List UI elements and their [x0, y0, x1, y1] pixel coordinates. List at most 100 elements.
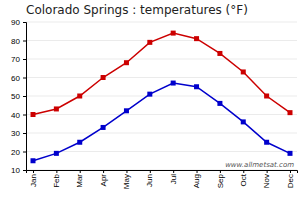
y-tick-label: 70	[11, 55, 20, 64]
x-tick-mark	[56, 170, 57, 173]
y-tick-mark	[23, 133, 26, 134]
x-tick: Jan	[29, 170, 38, 187]
y-tick: 30	[11, 129, 26, 138]
x-tick-mark	[290, 170, 291, 173]
x-tick-label: Oct	[239, 173, 248, 186]
marker	[264, 140, 269, 145]
y-tick-mark	[23, 41, 26, 42]
x-axis-line	[27, 171, 298, 174]
marker	[77, 94, 82, 99]
x-tick-mark	[33, 170, 34, 173]
y-tick: 40	[11, 111, 26, 120]
x-tick: Jul	[169, 170, 178, 184]
grid-line	[26, 40, 297, 41]
marker	[287, 151, 292, 156]
grid-line	[26, 114, 297, 115]
grid-line	[26, 59, 297, 60]
marker	[31, 158, 36, 163]
x-tick-label: Nov	[262, 174, 271, 188]
x-tick: Mar	[75, 170, 84, 188]
y-tick-label: 10	[11, 166, 20, 175]
y-tick-mark	[23, 96, 26, 97]
y-tick-mark	[23, 78, 26, 79]
marker	[101, 125, 106, 130]
x-tick-mark	[267, 170, 268, 173]
markers	[31, 81, 293, 164]
x-tick-label: Apr	[99, 174, 108, 187]
marker	[171, 31, 176, 36]
marker	[287, 110, 292, 115]
marker	[31, 112, 36, 117]
y-tick: 60	[11, 74, 26, 83]
y-tick: 50	[11, 92, 26, 101]
x-tick-label: Sep	[216, 173, 225, 188]
y-tick-label: 40	[11, 111, 20, 120]
x-tick-mark	[80, 170, 81, 173]
x-axis: Jan Feb Mar Apr May Jun Jul Aug Sep Oct Nov Dec	[27, 170, 298, 189]
grid-line	[26, 22, 297, 23]
y-tick: 10	[11, 166, 26, 175]
grid	[26, 22, 297, 170]
marker	[264, 94, 269, 99]
marker	[54, 151, 59, 156]
chart: 10 20 30 40 50 60 70 80 90 Jan Feb Mar Apr May Jun Jul A…	[0, 0, 305, 200]
marker	[217, 51, 222, 56]
marker	[194, 84, 199, 89]
plot: 10 20 30 40 50 60 70 80 90 Jan Feb Mar Apr May Jun Jul A…	[11, 18, 297, 189]
x-tick-mark	[197, 170, 198, 173]
grid-line	[26, 151, 297, 152]
x-tick-mark	[173, 170, 174, 173]
marker	[101, 75, 106, 80]
x-tick-mark	[220, 170, 221, 173]
x-tick: Dec	[286, 170, 295, 188]
marker	[241, 69, 246, 74]
y-tick-label: 90	[11, 18, 20, 27]
y-tick: 90	[11, 18, 26, 27]
x-tick-label: Feb	[52, 173, 61, 187]
y-axis: 10 20 30 40 50 60 70 80 90	[11, 18, 26, 175]
grid-line	[26, 96, 297, 97]
marker	[124, 60, 129, 65]
marker	[147, 40, 152, 45]
marker	[124, 108, 129, 113]
grid-line	[26, 77, 297, 78]
y-tick-mark	[23, 115, 26, 116]
title: Colorado Springs : temperatures (°F)	[26, 3, 248, 17]
y-tick-mark	[23, 59, 26, 60]
y-tick: 80	[11, 37, 26, 46]
marker	[241, 119, 246, 124]
annotation: www.allmetsat.com	[225, 161, 294, 169]
marker	[77, 140, 82, 145]
markers	[31, 31, 293, 117]
x-tick-label: May	[122, 174, 131, 189]
x-tick-label: Jan	[29, 174, 38, 187]
x-tick: Oct	[239, 170, 248, 186]
x-tick-mark	[126, 170, 127, 173]
y-tick-label: 50	[11, 92, 20, 101]
marker	[217, 101, 222, 106]
x-tick-label: Jun	[145, 174, 154, 187]
x-tick-label: Dec	[286, 174, 295, 188]
x-tick: Jun	[145, 170, 154, 187]
marker	[171, 81, 176, 86]
series-line	[33, 33, 290, 114]
x-tick-label: Mar	[75, 174, 84, 188]
x-tick: Aug	[192, 170, 201, 188]
y-tick-label: 80	[11, 37, 20, 46]
x-tick: Sep	[216, 170, 225, 188]
marks	[31, 31, 293, 164]
y-tick-label: 30	[11, 129, 20, 138]
y-tick: 20	[11, 148, 26, 157]
x-tick-mark	[243, 170, 244, 173]
x-tick-mark	[150, 170, 151, 173]
y-tick-mark	[23, 22, 26, 23]
y-tick-mark	[23, 152, 26, 153]
y-tick-mark	[23, 170, 26, 171]
x-tick: Apr	[99, 170, 108, 186]
x-tick: Feb	[52, 170, 61, 188]
y-tick-label: 20	[11, 148, 20, 157]
y-tick: 70	[11, 55, 26, 64]
x-tick: May	[122, 170, 131, 189]
x-tick-label: Aug	[192, 174, 201, 188]
marker	[194, 36, 199, 41]
